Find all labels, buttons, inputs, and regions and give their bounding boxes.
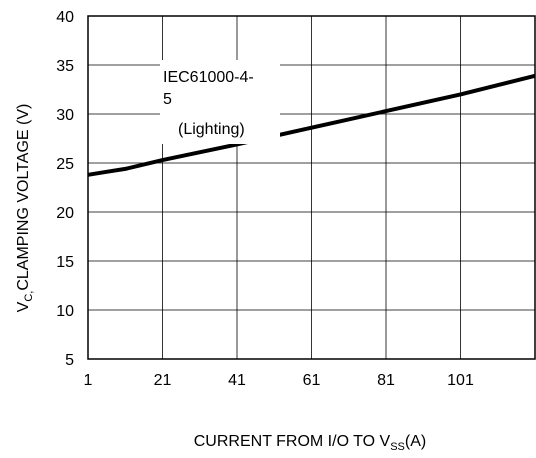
y-tick-labels: 5 10 15 20 25 30 35 40	[56, 9, 74, 369]
plot-frame	[87, 15, 536, 360]
clamping-voltage-line	[87, 73, 536, 177]
y-tick-label: 40	[56, 9, 74, 26]
x-tick-label: 41	[228, 372, 246, 389]
x-tick-label: 101	[447, 372, 474, 389]
x-axis-label: CURRENT FROM I/O TO VSS(A)	[194, 433, 426, 453]
x-tick-labels: 1 21 41 61 81 101	[84, 372, 474, 389]
y-tick-label: 10	[56, 303, 74, 320]
grid	[88, 16, 535, 359]
annotation-background	[160, 60, 280, 144]
y-tick-label: 20	[56, 205, 74, 222]
y-tick-label: 15	[56, 254, 74, 271]
y-tick-label: 35	[56, 58, 74, 75]
y-axis-label: VC,CLAMPING VOLTAGE (V)	[15, 104, 35, 313]
x-tick-label: 1	[84, 372, 93, 389]
x-tick-label: 81	[377, 372, 395, 389]
x-tick-label: 21	[154, 372, 172, 389]
series-layer	[87, 73, 536, 177]
annotation-line-1: IEC61000-4-	[163, 69, 254, 86]
x-tick-label: 61	[303, 372, 321, 389]
y-tick-label: 30	[56, 107, 74, 124]
annotation-line-2: 5	[163, 91, 172, 108]
y-tick-label: 5	[65, 352, 74, 369]
y-tick-label: 25	[56, 156, 74, 173]
annotation-line-3: (Lighting)	[178, 121, 245, 138]
